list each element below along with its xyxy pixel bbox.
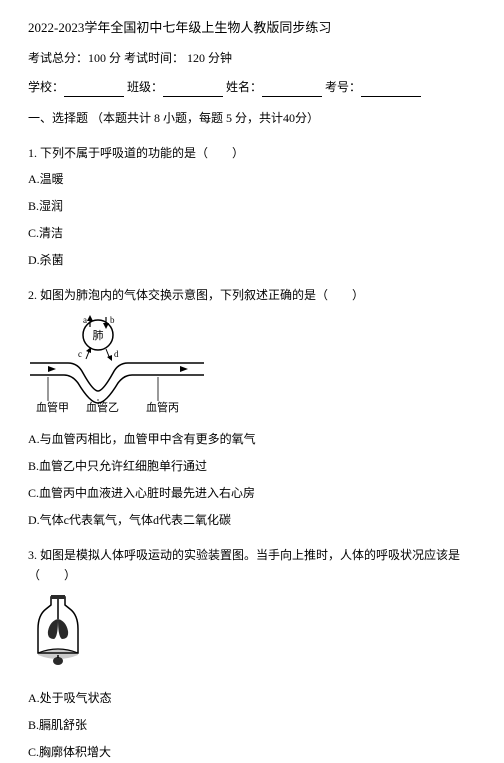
id-blank [361,83,421,97]
exam-title: 2022-2023学年全国初中七年级上生物人教版同步练习 [28,18,476,39]
vessel-bing-label: 血管丙 [146,400,179,413]
q1-option-a: A.温暖 [28,170,476,189]
school-blank [64,83,124,97]
q2-option-b: B.血管乙中只允许红细胞单行通过 [28,457,476,476]
class-label: 班级： [127,80,163,94]
q1-option-c: C.清洁 [28,224,476,243]
q1-option-b: B.湿润 [28,197,476,216]
total-score-label: 考试总分： [28,51,88,65]
q2-option-a: A.与血管丙相比，血管甲中含有更多的氧气 [28,430,476,449]
total-score: 100 分 [88,51,121,65]
vessel-bottom-line [30,375,204,403]
q3-option-a: A.处于吸气状态 [28,689,476,708]
vessel-yi-label: 血管乙 [86,400,119,413]
time-label: 考试时间： [124,51,184,65]
stopper-icon [51,595,65,599]
time-value: 120 分钟 [184,51,232,65]
lung-label: 肺 [93,329,104,342]
breathing-model-diagram [28,593,88,673]
vessel-top-line [30,363,204,391]
q1-option-d: D.杀菌 [28,251,476,270]
q2-stem: 2. 如图为肺泡内的气体交换示意图，下列叙述正确的是（ ） [28,286,476,305]
label-a: a [83,315,87,325]
q1-stem: 1. 下列不属于呼吸道的功能的是（ ） [28,144,476,163]
student-info-line: 学校： 班级： 姓名： 考号： [28,78,476,97]
q2-diagram: 肺 a b c d 血管甲 血管乙 血管丙 [28,313,476,419]
label-b: b [110,315,115,325]
q3-stem: 3. 如图是模拟人体呼吸运动的实验装置图。当手向上推时，人体的呼吸状况应该是（ … [28,546,476,584]
class-blank [163,83,223,97]
name-blank [262,83,322,97]
knob-icon [53,657,63,665]
lung-exchange-diagram: 肺 a b c d 血管甲 血管乙 血管丙 [28,313,208,413]
q2-option-d: D.气体c代表氧气，气体d代表二氧化碳 [28,511,476,530]
label-d: d [114,349,119,359]
id-label: 考号： [325,80,361,94]
q3-option-c: C.胸廓体积增大 [28,743,476,762]
q2-option-c: C.血管丙中血液进入心脏时最先进入右心房 [28,484,476,503]
q3-option-b: B.膈肌舒张 [28,716,476,735]
q3-diagram [28,593,476,679]
label-c: c [78,349,82,359]
exam-info: 考试总分：100 分 考试时间： 120 分钟 [28,49,476,68]
school-label: 学校： [28,80,64,94]
section-1-header: 一、选择题 （本题共计 8 小题，每题 5 分，共计40分） [28,109,476,128]
vessel-jia-label: 血管甲 [36,400,69,413]
name-label: 姓名： [226,80,262,94]
